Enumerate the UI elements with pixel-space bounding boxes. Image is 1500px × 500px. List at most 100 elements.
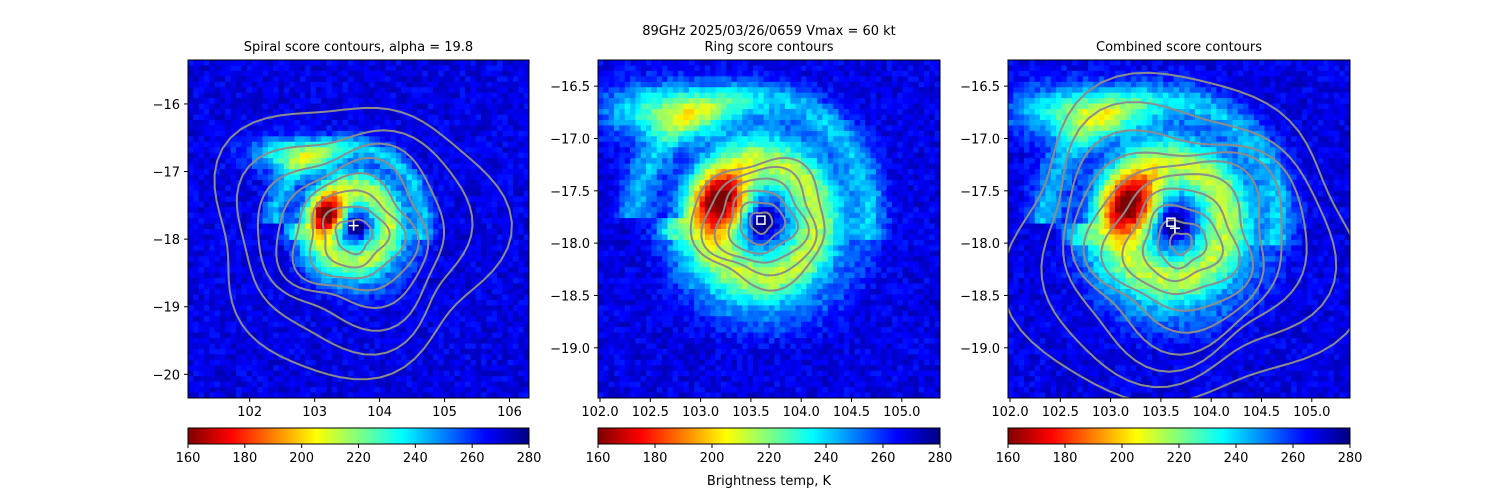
heatmap-cell <box>246 283 253 290</box>
heatmap-cell <box>865 60 872 67</box>
heatmap-cell <box>315 272 322 279</box>
heatmap-cell <box>278 392 285 398</box>
heatmap-cell <box>310 152 317 159</box>
heatmap-cell <box>486 321 493 328</box>
heatmap-cell <box>624 114 631 121</box>
heatmap-cell <box>203 348 210 355</box>
heatmap-cell <box>502 299 509 306</box>
heatmap-cell <box>225 207 232 214</box>
heatmap-cell <box>470 278 477 285</box>
heatmap-cell <box>203 218 210 225</box>
heatmap-cell <box>449 103 456 110</box>
heatmap-cell <box>331 87 338 94</box>
heatmap-cell <box>278 370 285 377</box>
heatmap-cell <box>507 98 514 105</box>
heatmap-cell <box>230 179 237 186</box>
heatmap-cell <box>774 65 781 72</box>
heatmap-cell <box>513 141 519 148</box>
heatmap-cell <box>331 359 338 366</box>
heatmap-cell <box>219 158 226 165</box>
heatmap-cell <box>230 321 237 328</box>
heatmap-cell <box>427 387 434 394</box>
heatmap-cell <box>379 163 386 170</box>
heatmap-cell <box>193 348 200 355</box>
heatmap-cell <box>310 196 317 203</box>
heatmap-cell <box>294 119 301 127</box>
heatmap-cell <box>443 119 450 127</box>
heatmap-cell <box>449 381 456 388</box>
heatmap-cell <box>699 136 706 143</box>
heatmap-cell <box>315 60 322 67</box>
heatmap-cell <box>886 98 893 105</box>
heatmap-cell <box>257 92 264 99</box>
heatmap-cell <box>918 92 925 99</box>
heatmap-cell <box>203 65 210 72</box>
x-tick-label: 104 <box>367 405 392 420</box>
heatmap-cell <box>518 370 525 377</box>
heatmap-cell <box>630 103 636 110</box>
heatmap-cell <box>417 310 424 317</box>
heatmap-cell <box>219 294 226 301</box>
heatmap-cell <box>299 103 306 110</box>
heatmap-cell <box>497 250 503 257</box>
heatmap-cell <box>262 359 269 366</box>
heatmap-cell <box>401 245 408 252</box>
heatmap-cell <box>411 316 418 323</box>
heatmap-cell <box>235 109 242 116</box>
heatmap-cell <box>262 141 269 148</box>
heatmap-cell <box>422 370 429 377</box>
heatmap-cell <box>353 267 360 274</box>
heatmap-cell <box>513 185 519 192</box>
heatmap-cell <box>230 267 237 274</box>
heatmap-cell <box>406 327 413 334</box>
heatmap-cell <box>310 278 317 285</box>
heatmap-cell <box>310 365 317 372</box>
heatmap-cell <box>486 207 493 214</box>
heatmap-cell <box>379 267 386 274</box>
heatmap-cell <box>219 218 226 225</box>
heatmap-cell <box>331 125 338 132</box>
heatmap-cell <box>246 321 253 328</box>
heatmap-cell <box>736 92 743 99</box>
heatmap-cell <box>198 250 205 257</box>
heatmap-cell <box>427 229 434 236</box>
heatmap-cell <box>353 201 360 208</box>
heatmap-cell <box>406 174 413 181</box>
heatmap-cell <box>811 65 818 72</box>
heatmap-cell <box>433 278 440 285</box>
heatmap-cell <box>758 109 765 116</box>
heatmap-cell <box>283 299 290 306</box>
heatmap-cell <box>459 109 466 116</box>
heatmap-cell <box>747 109 754 116</box>
heatmap-cell <box>363 392 370 398</box>
heatmap-cell <box>726 130 733 137</box>
heatmap-cell <box>267 207 274 214</box>
heatmap-cell <box>331 305 338 312</box>
heatmap-cell <box>518 114 525 121</box>
heatmap-cell <box>769 98 775 105</box>
heatmap-cell <box>337 65 344 72</box>
heatmap-cell <box>188 119 194 127</box>
heatmap-cell <box>358 305 365 312</box>
heatmap-cell <box>337 190 344 197</box>
heatmap-cell <box>422 130 429 137</box>
heatmap-cell <box>865 76 872 83</box>
heatmap-cell <box>321 98 328 105</box>
heatmap-cell <box>379 109 386 116</box>
contour-line <box>256 142 445 332</box>
heatmap-cell <box>672 119 679 127</box>
heatmap-cell <box>353 174 360 181</box>
heatmap-cell <box>262 299 269 306</box>
heatmap-cell <box>417 174 424 181</box>
heatmap-cell <box>374 201 381 208</box>
heatmap-cell <box>486 310 493 317</box>
heatmap-cell <box>747 81 754 88</box>
heatmap-cell <box>715 119 722 127</box>
heatmap-cell <box>209 179 216 186</box>
heatmap-cell <box>315 376 322 383</box>
heatmap-cell <box>289 103 296 110</box>
x-tick-label: 106 <box>497 405 522 420</box>
heatmap-cell <box>486 267 493 274</box>
heatmap-cell <box>923 103 930 110</box>
heatmap-cell <box>443 196 450 203</box>
